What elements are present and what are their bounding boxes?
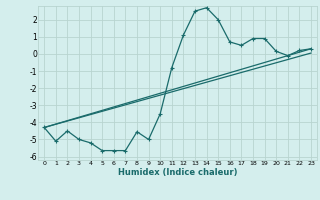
X-axis label: Humidex (Indice chaleur): Humidex (Indice chaleur)	[118, 168, 237, 177]
